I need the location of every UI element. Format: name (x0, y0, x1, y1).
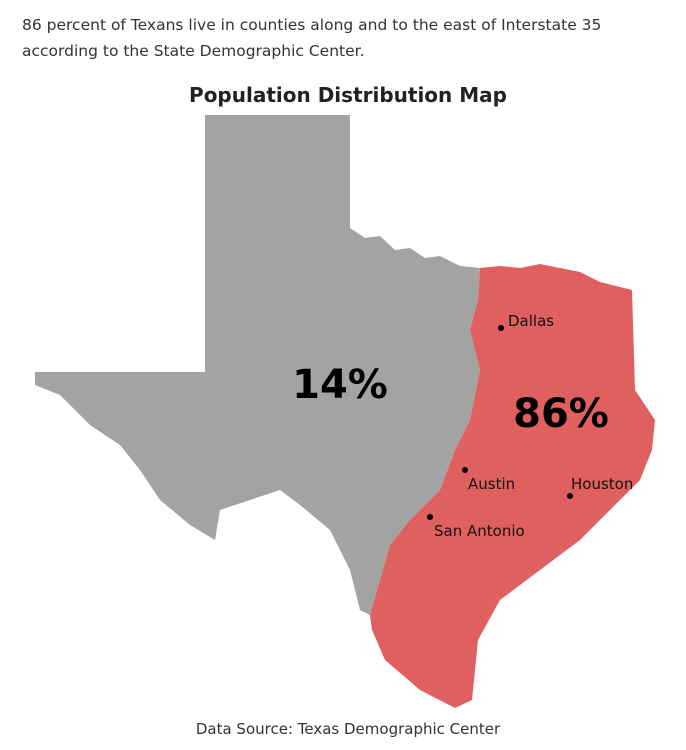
map-title: Population Distribution Map (189, 83, 507, 107)
east-region (370, 264, 655, 708)
city-label: San Antonio (434, 522, 525, 540)
city-label: Houston (571, 475, 633, 493)
intro-text: 86 percent of Texans live in counties al… (22, 16, 602, 60)
region-label: 14% (292, 362, 388, 408)
source: Data Source: Texas Demographic Center (196, 720, 501, 738)
city-dot (567, 493, 573, 499)
city-label: Dallas (508, 312, 554, 330)
city-dot (462, 467, 468, 473)
city-label: Austin (468, 475, 515, 493)
region-label: 86% (513, 391, 609, 437)
west-region (35, 115, 480, 615)
city-dot (427, 514, 433, 520)
city-dot (498, 325, 504, 331)
